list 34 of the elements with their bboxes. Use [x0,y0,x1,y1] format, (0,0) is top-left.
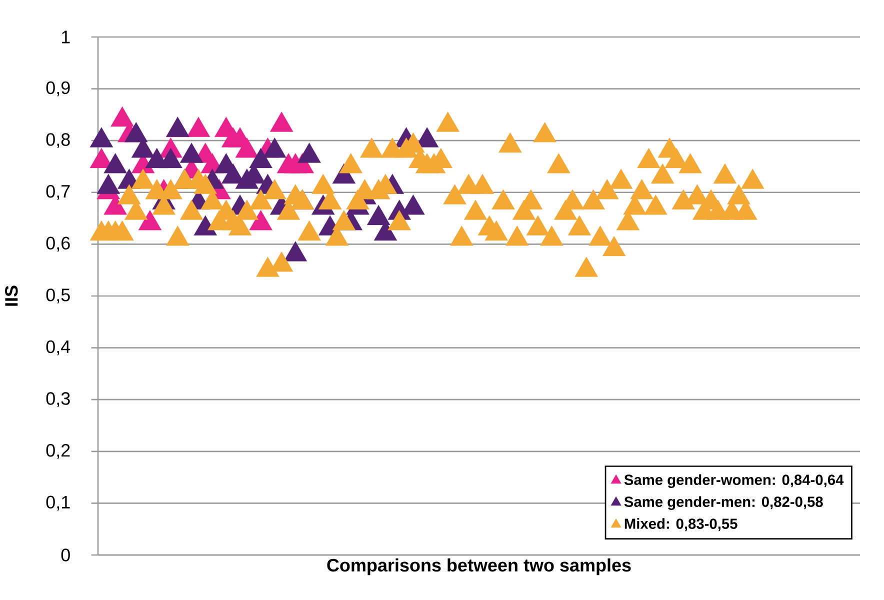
x-axis-title: Comparisons between two samples [327,558,631,576]
point [249,148,272,168]
y-tick-label: 0 [61,548,70,562]
point [249,210,272,230]
y-tick-label: 0,9 [46,81,70,96]
y-tick-label: 0,2 [46,444,70,459]
y-axis-title: IIS [5,286,18,306]
point [180,142,204,163]
point [270,112,294,132]
point [263,138,286,158]
y-tick-label: 0,1 [46,496,70,511]
legend-label: Same gender-women: 0,84-0,64 [624,474,844,488]
legend-label: Same gender-men: 0,82-0,58 [624,496,823,510]
point [194,215,217,236]
point [235,138,259,158]
point [124,122,148,142]
y-tick-label: 0,8 [46,133,70,148]
legend-label: Mixed: 0,83-0,55 [624,518,738,532]
point [138,210,162,230]
point [96,174,120,194]
point [284,241,308,262]
y-tick-label: 0,5 [46,288,70,304]
point [104,153,127,174]
point [298,142,321,163]
y-tick-label: 0,4 [46,340,70,356]
point [90,127,114,148]
point [110,106,134,127]
point [186,116,210,137]
y-tick-label: 0,7 [46,184,70,200]
point [159,148,182,168]
y-tick-label: 0,6 [46,236,70,252]
y-tick-label: 1 [62,30,70,44]
point [366,204,390,226]
y-tick-label: 0,3 [46,392,70,408]
